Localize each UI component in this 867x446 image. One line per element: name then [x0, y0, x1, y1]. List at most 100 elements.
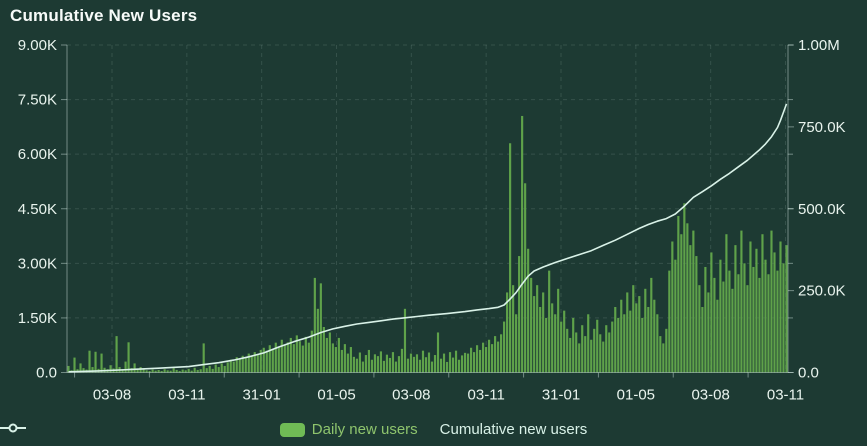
bar [436, 332, 440, 373]
bar [226, 362, 229, 373]
x-axis-tick-label: 31-01 [242, 387, 280, 404]
bar [710, 252, 713, 373]
bar [740, 230, 743, 373]
chart-title: Cumulative New Users [10, 6, 198, 25]
bar [698, 285, 701, 373]
bar [602, 341, 605, 373]
bar [707, 292, 710, 373]
chart-legend: Daily new users Cumulative new users [0, 421, 867, 438]
bar [421, 350, 425, 373]
bar [196, 369, 199, 373]
bar [433, 355, 437, 373]
bar [515, 314, 518, 373]
bar [689, 245, 692, 373]
right-axis-tick-label: 0.0 [798, 365, 819, 382]
bar [755, 248, 758, 373]
bar [301, 345, 304, 373]
legend-item-cumulative-new-users[interactable]: Cumulative new users [0, 421, 588, 438]
bar [406, 358, 410, 373]
bar [674, 259, 677, 373]
bar [761, 234, 764, 373]
bar [605, 325, 608, 373]
bar [533, 296, 536, 373]
bar [485, 347, 488, 373]
bar [527, 248, 530, 373]
bar [716, 299, 719, 373]
bar [758, 277, 761, 373]
bar [734, 245, 737, 373]
bar [190, 370, 193, 373]
bar [478, 349, 482, 373]
bar [169, 370, 172, 373]
bar [316, 308, 319, 373]
bar [539, 307, 542, 373]
bar [277, 347, 280, 373]
bar [575, 332, 578, 373]
bar [641, 317, 644, 373]
bar [608, 332, 611, 373]
bar [656, 314, 659, 373]
bar [491, 344, 494, 373]
right-axis-tick-label: 500.0K [798, 201, 846, 218]
bar [542, 292, 545, 373]
bar [776, 270, 779, 373]
bar [677, 216, 680, 373]
bar [79, 363, 82, 373]
bar [268, 345, 271, 373]
bar [521, 115, 524, 373]
left-axis-tick-label: 0.0 [36, 365, 57, 382]
bar [557, 288, 560, 373]
left-axis-tick-label: 1.50K [18, 310, 57, 327]
legend-item-daily-new-users[interactable]: Daily new users [279, 421, 418, 438]
bar [115, 336, 118, 373]
left-axis-tick-label: 3.00K [18, 255, 57, 272]
bar [403, 308, 407, 373]
bar [545, 317, 548, 373]
bar [566, 328, 569, 373]
bar [73, 357, 76, 373]
x-axis-tick-label: 03-11 [168, 387, 205, 404]
bar [166, 370, 169, 373]
bar [247, 353, 250, 373]
bar [509, 143, 512, 373]
bar [412, 356, 416, 373]
bar [530, 277, 533, 373]
bar [427, 352, 431, 373]
bar [175, 369, 178, 373]
bar [334, 347, 337, 373]
bar [256, 354, 259, 373]
legend-label-cumulative: Cumulative new users [439, 421, 588, 438]
bar [214, 364, 217, 373]
right-axis-tick-label: 750.0K [798, 119, 846, 136]
bar-series-swatch-icon [279, 422, 305, 437]
bar [617, 317, 620, 373]
bar [163, 369, 166, 373]
bar [671, 241, 674, 373]
bar [494, 336, 497, 373]
bar [199, 369, 202, 373]
bar [448, 352, 452, 373]
bar [352, 356, 355, 373]
bar [208, 365, 211, 373]
bar [283, 344, 286, 373]
bar [142, 368, 145, 373]
bar [638, 296, 641, 373]
bar [620, 299, 623, 373]
bar [731, 288, 734, 373]
bar [418, 359, 422, 373]
bar [569, 337, 572, 373]
line-series-marker-icon [0, 423, 26, 433]
bar [94, 351, 97, 373]
bar [211, 368, 214, 373]
bar [518, 256, 521, 373]
bar [629, 310, 632, 373]
bar [148, 371, 151, 373]
bar [551, 303, 554, 373]
bar [683, 203, 686, 373]
bar [503, 321, 506, 373]
bar [397, 356, 401, 373]
bar [695, 256, 698, 373]
bar [127, 342, 130, 373]
x-axis-tick-label: 03-08 [93, 387, 131, 404]
